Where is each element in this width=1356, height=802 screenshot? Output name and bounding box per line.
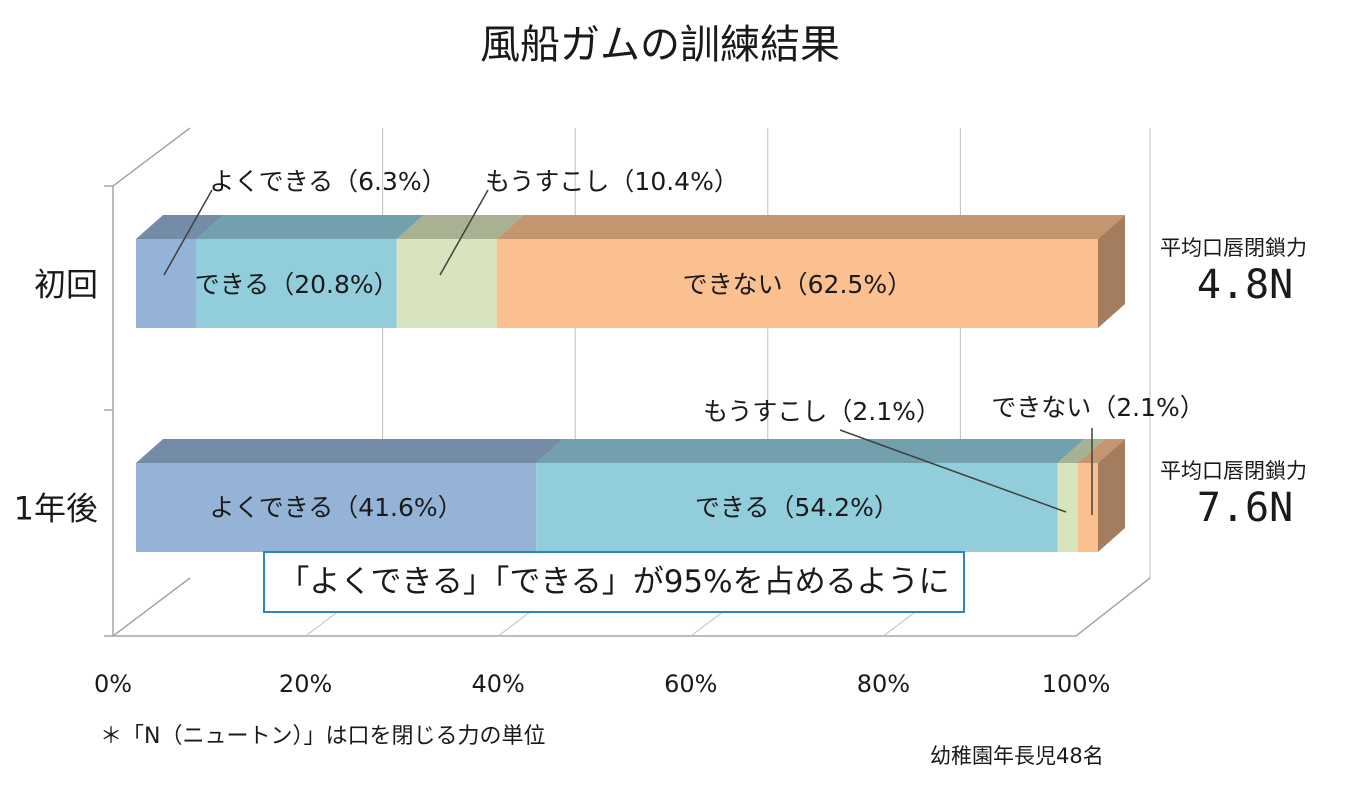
force-box-after: 平均口唇閉鎖力 7.6N (1160, 455, 1350, 531)
bar-segment-top (196, 215, 424, 239)
bar-segment-top (1077, 439, 1125, 463)
bar-row (136, 439, 1125, 552)
category-label: 初回 (34, 266, 98, 304)
bars (136, 215, 1125, 552)
data-label: できない（62.5%） (683, 270, 912, 299)
data-labels: できる（20.8%） できない（62.5%） よくできる（6.3%） もうすこし（10… (163, 167, 1205, 522)
floor-right-edge (1075, 577, 1151, 637)
x-tick-label: 20% (279, 670, 332, 698)
bar-segment-top (496, 215, 1125, 239)
force-label: 平均口唇閉鎖力 (1160, 236, 1307, 260)
bar-segment-top (136, 215, 224, 239)
bar-segment-top (1057, 439, 1105, 463)
leader-line (163, 189, 213, 276)
leader-line (839, 429, 1067, 513)
bar-segment (136, 239, 197, 328)
bar-segment (496, 239, 1098, 328)
bar-segment (396, 239, 497, 328)
data-label: よくできる（41.6%） (210, 493, 463, 522)
bar-segment (1057, 463, 1078, 552)
x-tick-labels: 0% 20% 40% 60% 80% 100% (94, 670, 1110, 698)
force-value: 4.8N (1196, 262, 1294, 308)
footnote: ＊「N（ニュートン）」は口を閉じる力の単位 (100, 724, 546, 749)
x-tick-label: 0% (94, 670, 132, 698)
category-label: 1年後 (14, 490, 98, 528)
chart-frame (104, 127, 1151, 637)
bar-segment (1077, 463, 1098, 552)
x-tick-label: 60% (664, 670, 717, 698)
force-label: 平均口唇閉鎖力 (1160, 459, 1307, 483)
x-tick-label: 80% (857, 670, 910, 698)
axis-depth-top (112, 127, 191, 187)
data-label: できる（20.8%） (195, 270, 399, 299)
bar-segment (196, 239, 397, 328)
axis-depth-bottom (112, 577, 191, 637)
data-label-callout: よくできる（6.3%） (209, 167, 446, 196)
sample-note: 幼稚園年長児48名 (930, 744, 1104, 768)
bar-segment-top (136, 439, 564, 463)
callout-box: 「よくできる」「できる」が95%を占めるように (263, 551, 965, 613)
data-label-callout: できない（2.1%） (991, 393, 1205, 422)
bar-segment-top (396, 215, 524, 239)
bar-segment (136, 463, 537, 552)
x-tick-label: 100% (1042, 670, 1111, 698)
x-tick-label: 40% (472, 670, 525, 698)
leader-line (439, 189, 489, 276)
force-box-first: 平均口唇閉鎖力 4.8N (1160, 232, 1350, 308)
category-labels: 初回 1年後 (14, 266, 98, 528)
bar-segment-top (536, 439, 1085, 463)
data-label: できる（54.2%） (695, 493, 899, 522)
bar-row (136, 215, 1125, 328)
bar-end-face (1098, 439, 1125, 552)
force-value: 7.6N (1196, 485, 1294, 531)
data-label-callout: もうすこし（10.4%） (485, 167, 739, 196)
data-label-callout: もうすこし（2.1%） (703, 397, 941, 426)
bar-end-face (1098, 215, 1125, 328)
chart-title: 風船ガムの訓練結果 (480, 22, 840, 68)
